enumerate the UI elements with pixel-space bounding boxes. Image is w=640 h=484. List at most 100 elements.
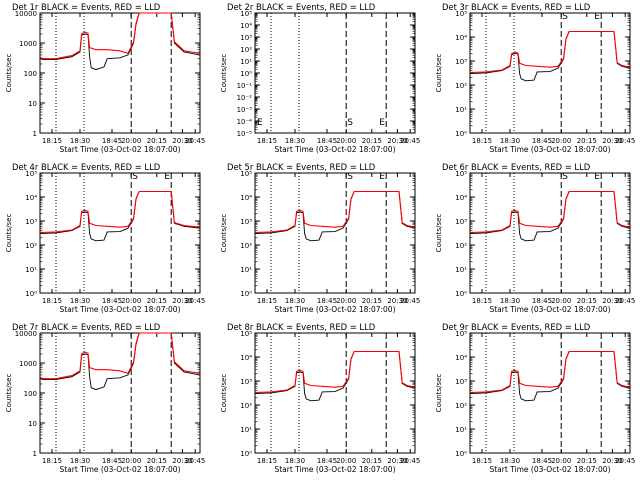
y-axis-label: Counts/sec xyxy=(5,214,13,253)
boundary-marker-label: E xyxy=(594,12,600,22)
y-tick-label: 10⁻⁵ xyxy=(237,130,253,138)
series-line-lld xyxy=(469,190,631,234)
y-tick-label: 10¹ xyxy=(25,266,37,274)
y-tick-label: 100 xyxy=(24,390,37,398)
x-tick-label: 18:45 xyxy=(102,137,122,145)
x-tick-label: 18:15 xyxy=(472,137,492,145)
x-tick-label: 18:30 xyxy=(500,297,520,305)
y-tick-label: 10⁰ xyxy=(25,290,37,298)
y-tick-label: 10 xyxy=(28,100,37,108)
x-tick-label: 18:45 xyxy=(532,457,552,465)
x-tick-label: 20:30 xyxy=(172,137,192,145)
boundary-marker-label: E xyxy=(594,172,600,182)
y-tick-label: 10³ xyxy=(455,58,467,66)
x-tick-label: 20:45 xyxy=(185,297,205,305)
boundary-marker-label: S xyxy=(347,172,353,182)
y-tick-label: 10⁴ xyxy=(455,354,467,362)
x-tick-label: 20:00 xyxy=(551,457,571,465)
x-tick-label: 20:15 xyxy=(577,457,597,465)
panel-1: Det 1r BLACK = Events, RED = LLD 1 10 100 10… xyxy=(5,2,205,154)
series-line-lld xyxy=(254,350,416,394)
y-tick-label: 10⁴ xyxy=(240,194,252,202)
plot-frame xyxy=(39,12,201,134)
x-tick-label: 20:45 xyxy=(185,457,205,465)
boundary-marker-label: E xyxy=(379,118,385,128)
panel-9: Det 9r BLACK = Events, RED = LLD 10⁰ 10¹ 10… xyxy=(435,322,635,474)
y-tick-label: 10⁴ xyxy=(455,34,467,42)
x-tick-label: 18:15 xyxy=(257,457,277,465)
series-line-events xyxy=(469,191,631,242)
series-line-lld xyxy=(39,332,201,380)
x-axis-label: Start Time (03-Oct-02 18:07:00) xyxy=(274,145,395,154)
series-line-events xyxy=(469,31,631,82)
x-tick-label: 20:30 xyxy=(387,457,407,465)
x-tick-label: 20:00 xyxy=(336,297,356,305)
y-tick-label: 1 xyxy=(33,130,37,138)
y-tick-label: 10⁻¹ xyxy=(237,82,253,90)
chart-title: Det 6r BLACK = Events, RED = LLD xyxy=(442,162,590,172)
y-tick-label: 10³ xyxy=(455,218,467,226)
y-tick-label: 10² xyxy=(455,82,467,90)
panel-2: Det 2r BLACK = Events, RED = LLD 10⁻⁵ 10⁻⁴… xyxy=(220,2,420,154)
x-tick-label: 20:15 xyxy=(147,137,167,145)
y-axis-label: Counts/sec xyxy=(220,54,228,93)
y-tick-label: 10⁰ xyxy=(240,290,252,298)
series-line-events xyxy=(39,332,201,391)
series-line-lld xyxy=(254,190,416,234)
x-tick-label: 18:45 xyxy=(317,137,337,145)
boundary-marker-label: S xyxy=(562,12,568,22)
y-tick-label: 10² xyxy=(240,46,252,54)
y-tick-label: 1000 xyxy=(19,360,37,368)
x-tick-label: 20:30 xyxy=(172,297,192,305)
x-tick-label: 18:45 xyxy=(102,457,122,465)
boundary-marker-label: E xyxy=(164,172,170,182)
series-line-lld xyxy=(39,12,201,60)
y-tick-label: 10⁴ xyxy=(25,194,37,202)
x-tick-label: 20:15 xyxy=(362,457,382,465)
chart-title: Det 3r BLACK = Events, RED = LLD xyxy=(442,2,590,12)
panel-5: Det 5r BLACK = Events, RED = LLD 10⁰ 10¹ 10… xyxy=(220,162,420,314)
y-tick-label: 10⁵ xyxy=(240,10,252,18)
x-tick-label: 20:00 xyxy=(121,137,141,145)
series-line-lld xyxy=(469,30,631,74)
y-tick-label: 1 xyxy=(33,450,37,458)
y-tick-label: 10⁵ xyxy=(455,330,467,338)
x-tick-label: 20:00 xyxy=(121,457,141,465)
y-tick-label: 10² xyxy=(240,242,252,250)
x-tick-label: 20:30 xyxy=(602,297,622,305)
y-axis-label: Counts/sec xyxy=(5,374,13,413)
x-axis-label: Start Time (03-Oct-02 18:07:00) xyxy=(59,145,180,154)
y-tick-label: 10² xyxy=(455,402,467,410)
chart-title: Det 2r BLACK = Events, RED = LLD xyxy=(227,2,375,12)
x-tick-label: 20:30 xyxy=(602,137,622,145)
y-tick-label: 10¹ xyxy=(240,426,252,434)
x-tick-label: 18:15 xyxy=(42,457,62,465)
x-tick-label: 18:30 xyxy=(500,137,520,145)
x-tick-label: 20:45 xyxy=(615,457,635,465)
x-tick-label: 20:45 xyxy=(400,297,420,305)
y-axis-label: Counts/sec xyxy=(435,54,443,93)
chart-title: Det 7r BLACK = Events, RED = LLD xyxy=(12,322,160,332)
x-tick-label: 18:45 xyxy=(317,297,337,305)
y-tick-label: 10⁵ xyxy=(25,170,37,178)
x-tick-label: 18:45 xyxy=(317,457,337,465)
y-tick-label: 10⁰ xyxy=(240,450,252,458)
series-line-events xyxy=(254,351,416,402)
x-tick-label: 20:00 xyxy=(121,297,141,305)
y-tick-label: 10⁴ xyxy=(240,22,252,30)
y-tick-label: 10³ xyxy=(240,34,252,42)
x-tick-label: 18:15 xyxy=(42,137,62,145)
x-tick-label: 18:30 xyxy=(70,457,90,465)
x-tick-label: 20:15 xyxy=(147,297,167,305)
y-tick-label: 10¹ xyxy=(455,266,467,274)
y-axis-label: Counts/sec xyxy=(435,374,443,413)
panel-3: Det 3r BLACK = Events, RED = LLD 10⁰ 10¹ 10… xyxy=(435,2,635,154)
y-tick-label: 10² xyxy=(240,402,252,410)
x-tick-label: 18:15 xyxy=(257,297,277,305)
x-tick-label: 20:45 xyxy=(185,137,205,145)
chart-title: Det 5r BLACK = Events, RED = LLD xyxy=(227,162,375,172)
x-tick-label: 20:15 xyxy=(577,137,597,145)
x-tick-label: 18:30 xyxy=(285,137,305,145)
